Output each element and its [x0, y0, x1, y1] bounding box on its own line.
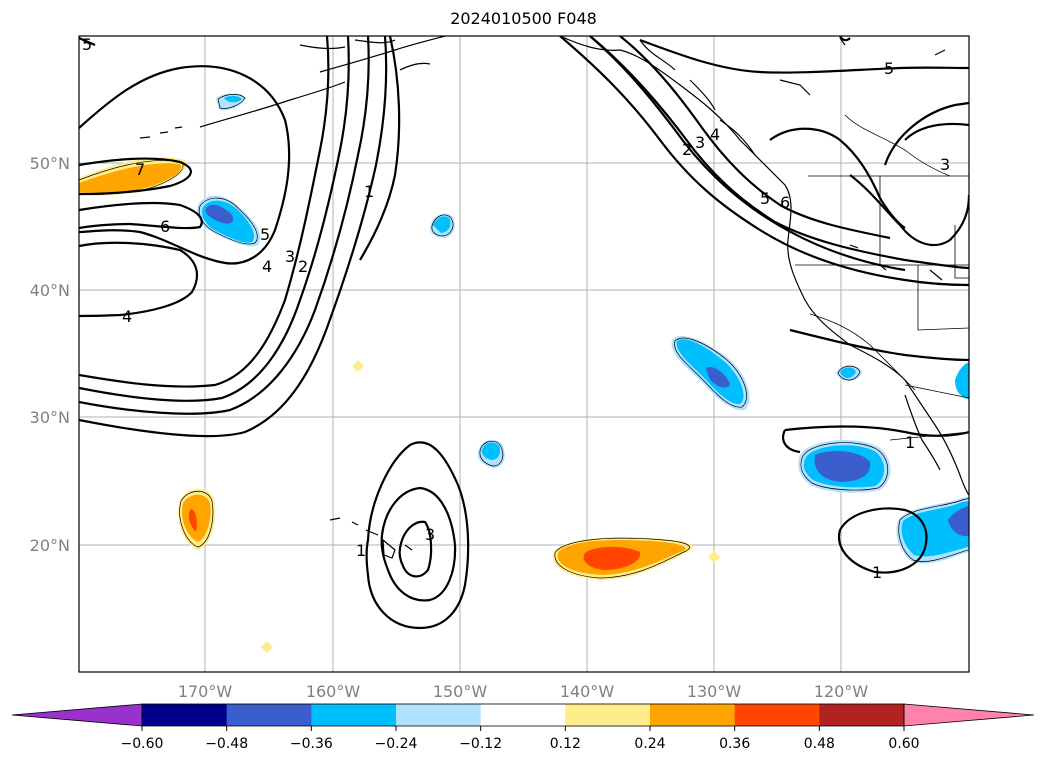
contour-label: 1 [872, 563, 882, 582]
coastlines [139, 36, 969, 559]
colorbar-segment [311, 704, 397, 726]
contour-label: 5 [260, 225, 270, 244]
contour-label: 1 [356, 541, 366, 560]
lon-label: 150°W [433, 682, 488, 701]
colorbar-tick-label: −0.24 [375, 736, 418, 752]
colorbar-tick-label: 0.24 [634, 736, 665, 752]
contour-label: 4 [122, 307, 132, 326]
political-borders [795, 114, 969, 441]
colorbar-tick-label: 0.60 [888, 736, 919, 752]
contour-label: 3 [940, 155, 950, 174]
contour-label: 6 [160, 217, 170, 236]
shading-positive [79, 157, 720, 653]
contour-label: 3 [425, 525, 435, 544]
contour-label: 7 [135, 160, 145, 179]
lon-label: 170°W [178, 682, 233, 701]
lon-label: 130°W [687, 682, 742, 701]
contour-label: 5 [760, 189, 770, 208]
colorbar-segment [650, 704, 736, 726]
contour-label: 3 [695, 133, 705, 152]
colorbar-tick-label: −0.12 [459, 736, 502, 752]
contour-label: 1 [364, 182, 374, 201]
map-title: 2024010500 F048 [450, 9, 597, 28]
contour-label: 5 [82, 35, 92, 54]
map-frame [78, 35, 970, 673]
colorbar-extend-max [903, 703, 1035, 727]
colorbar-segment [226, 704, 312, 726]
colorbar-tick-label: 0.36 [719, 736, 750, 752]
colorbar-tick-label: −0.48 [205, 736, 248, 752]
contour-label: 3 [285, 247, 295, 266]
contour-label: 6 [780, 193, 790, 212]
longitude-labels: 170°W 160°W 150°W 140°W 130°W 120°W [178, 682, 869, 701]
lon-label: 140°W [560, 682, 615, 701]
map-background [79, 36, 969, 672]
colorbar-frame [141, 703, 905, 727]
contour-label: 2 [298, 257, 308, 276]
lon-label: 160°W [306, 682, 361, 701]
colorbar-segment [396, 704, 482, 726]
colorbar-extend-min [11, 703, 143, 727]
contour-label: 4 [710, 125, 720, 144]
shading-negative [197, 93, 969, 564]
colorbar-tick-label: −0.36 [290, 736, 333, 752]
colorbar: −0.60 −0.48 −0.36 −0.24 −0.12 0.12 0.24 0.36 0.4… [11, 703, 1035, 752]
lat-label: 40°N [30, 281, 70, 300]
contour-labels: 5 7 6 4 5 4 3 2 1 5 4 3 2 5 6 3 1 3 1 1 [82, 35, 950, 582]
colorbar-segment [734, 704, 820, 726]
contour-label: 4 [262, 257, 272, 276]
colorbar-segment [565, 704, 651, 726]
contour-label: 5 [884, 59, 894, 78]
contour-label: 1 [905, 433, 915, 452]
latitude-labels: 50°N 40°N 30°N 20°N [30, 154, 70, 555]
contour-lines [79, 36, 969, 630]
lat-label: 20°N [30, 536, 70, 555]
contour-label: 2 [682, 140, 692, 159]
lat-label: 30°N [30, 408, 70, 427]
shading-outlines [79, 94, 969, 579]
colorbar-segment [819, 704, 905, 726]
colorbar-tick-label: 0.12 [550, 736, 581, 752]
lat-label: 50°N [30, 154, 70, 173]
map-content: 5 7 6 4 5 4 3 2 1 5 4 3 2 5 6 3 1 3 1 1 [79, 35, 969, 672]
colorbar-segment [142, 704, 228, 726]
lon-label: 120°W [814, 682, 869, 701]
colorbar-tick-label: 0.48 [804, 736, 835, 752]
colorbar-tick-label: −0.60 [121, 736, 164, 752]
colorbar-segment [480, 704, 566, 726]
